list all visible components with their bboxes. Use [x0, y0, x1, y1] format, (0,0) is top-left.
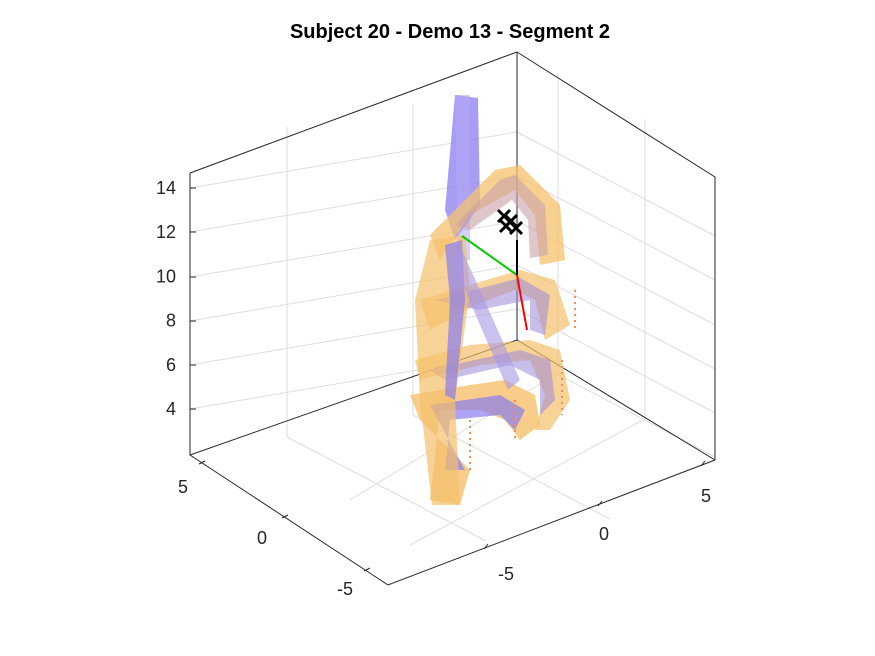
tick-label: 6 — [166, 355, 176, 375]
finger-segment — [445, 240, 465, 400]
tick-label: 4 — [166, 399, 176, 419]
y-tick-labels: -5 0 5 — [178, 477, 353, 599]
triad-y-axis — [461, 235, 518, 276]
tick-label: 14 — [156, 178, 176, 198]
axes-triad — [461, 235, 528, 331]
tick-label: 12 — [156, 222, 176, 242]
tick-label: 0 — [599, 524, 609, 544]
tick-label: 8 — [166, 311, 176, 331]
finger-segment — [430, 165, 565, 265]
triad-x-axis — [516, 274, 528, 331]
chart-title: Subject 20 - Demo 13 - Segment 2 — [290, 21, 610, 43]
tick-label: 10 — [156, 266, 176, 286]
grid-line — [516, 175, 716, 281]
tick-label: -5 — [498, 564, 514, 584]
tick-label: 0 — [257, 528, 267, 548]
grid-line — [516, 131, 716, 237]
tick-label: -5 — [337, 579, 353, 599]
grid-line — [409, 418, 646, 546]
finger-segment — [455, 175, 548, 258]
dashed-markers — [469, 290, 576, 470]
z-tick-labels: 4 6 8 10 12 14 — [156, 178, 176, 419]
finger-segment — [452, 250, 520, 390]
tick-label: 5 — [178, 477, 188, 497]
finger-segment — [430, 350, 555, 415]
tick-marks — [190, 187, 706, 572]
finger-segment — [435, 278, 550, 335]
marker-cluster — [496, 208, 524, 236]
hand-shape-surface — [410, 95, 576, 505]
grid-line — [286, 436, 487, 542]
tick-label: 5 — [701, 486, 711, 506]
x-tick-labels: -5 0 5 — [498, 486, 711, 584]
